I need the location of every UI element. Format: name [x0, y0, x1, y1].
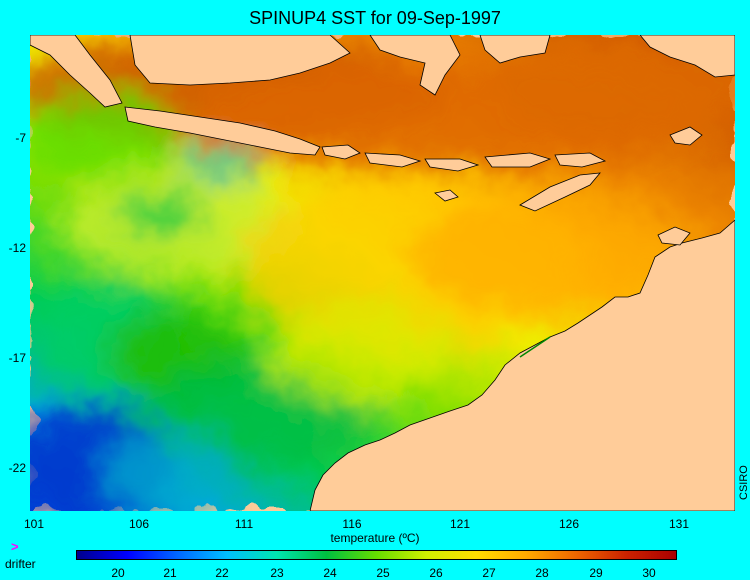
colorbar-tick: 24: [323, 566, 337, 580]
x-tick: 111: [234, 517, 254, 531]
map-title: SPINUP4 SST for 09-Sep-1997: [249, 8, 501, 28]
colorbar-tick: 26: [429, 566, 443, 580]
colorbar-label: temperature (ºC): [330, 531, 420, 545]
colorbar-tick: 27: [482, 566, 496, 580]
drifter-marker-icon: >: [11, 539, 19, 554]
credit-label: CSIRO: [738, 465, 750, 500]
x-tick: 116: [342, 517, 362, 531]
colorbar-tick: 30: [642, 566, 656, 580]
colorbar-tick: 20: [111, 566, 125, 580]
y-tick: -22: [8, 461, 26, 475]
shelf-warm-band: [519, 336, 551, 358]
y-tick: -17: [8, 351, 26, 365]
colorbar-tick: 28: [535, 566, 549, 580]
coastline: [30, 35, 735, 511]
y-tick: -12: [8, 241, 26, 255]
x-tick: 126: [558, 517, 580, 531]
drifter-legend-label: drifter: [5, 557, 36, 571]
colorbar-tick: 22: [215, 566, 229, 580]
y-tick: -7: [15, 131, 26, 145]
temperature-colorbar: [76, 550, 677, 560]
colorbar-tick: 29: [589, 566, 603, 580]
colorbar-tick: 21: [163, 566, 177, 580]
x-tick: 121: [449, 517, 471, 531]
x-tick: 106: [128, 517, 150, 531]
sst-field-graphic: [30, 35, 735, 511]
x-tick: 131: [668, 517, 690, 531]
colorbar-tick: 25: [376, 566, 390, 580]
x-tick: 101: [23, 517, 45, 531]
colorbar-tick: 23: [270, 566, 284, 580]
sst-map: [30, 35, 735, 511]
